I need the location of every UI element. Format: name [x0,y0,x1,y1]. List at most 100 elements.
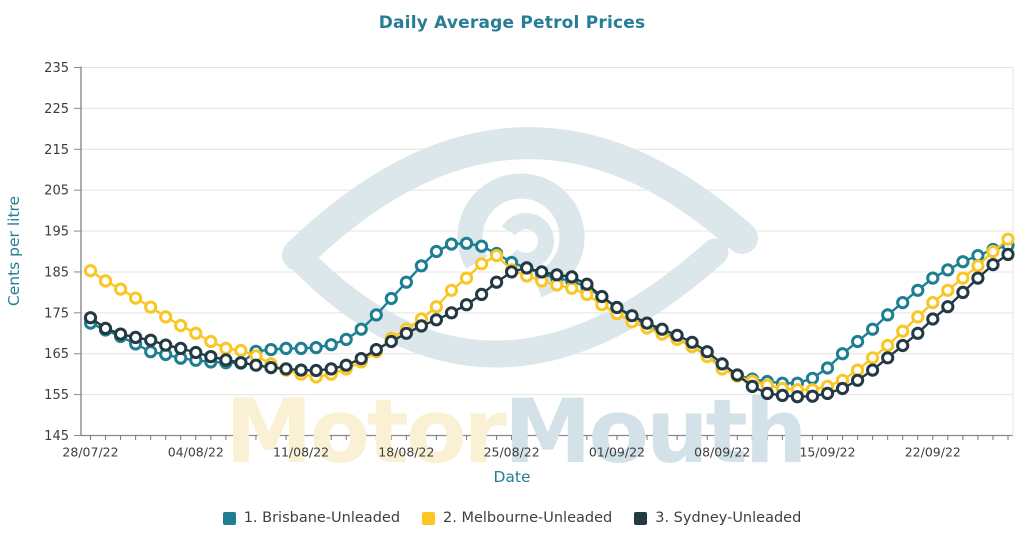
svg-text:235: 235 [44,61,69,76]
data-point [835,347,850,361]
data-point [926,312,940,326]
data-point [83,311,98,325]
data-point [520,261,534,275]
data-point [655,322,669,336]
svg-text:04/08/22: 04/08/22 [168,445,224,460]
data-point [790,390,805,404]
data-point [986,244,1000,259]
data-point [971,249,985,263]
y-tick-labels: 145 155 165 175 185 195 205 215 225 235 [44,61,69,444]
motormouth-watermark: MotorMouth [225,127,807,483]
svg-text:145: 145 [44,429,69,444]
svg-text:175: 175 [44,306,69,321]
data-point [399,275,413,289]
data-point [309,363,323,378]
data-point [174,341,188,355]
data-point [820,386,835,400]
data-point [896,338,910,353]
data-point [475,239,489,253]
data-point [550,278,564,292]
data-point [114,327,128,341]
brisbane-swatch-icon [222,511,236,525]
svg-text:08/09/22: 08/09/22 [694,445,750,460]
data-point [851,334,865,349]
data-point [189,345,203,360]
data-point [565,270,579,284]
data-point [459,271,474,285]
data-point [444,306,459,320]
data-point [866,363,880,377]
legend-item-brisbane[interactable]: 1. Brisbane-Unleaded [222,510,400,526]
watermark-mouth: Mouth [504,380,804,483]
x-tick-labels: 28/07/22 04/08/22 11/08/22 18/08/22 25/08/22… [62,445,960,460]
data-point [926,296,940,310]
data-point [354,322,368,336]
data-point [429,300,443,314]
series-3 [83,247,1015,404]
data-point [219,353,233,367]
data-point [189,326,203,340]
svg-text:195: 195 [44,225,69,240]
data-point [204,350,218,364]
svg-text:11/08/22: 11/08/22 [273,445,329,460]
data-point [550,268,564,282]
data-point [83,264,98,278]
data-point [1001,232,1015,246]
data-point [941,263,955,277]
data-point [429,244,443,259]
legend-item-melbourne[interactable]: 2. Melbourne-Unleaded [422,510,612,526]
x-axis-title: Date [493,468,531,486]
data-point [475,287,489,301]
data-point [324,338,338,352]
data-point [625,309,639,323]
data-point [670,328,684,342]
data-point [384,334,398,349]
svg-text:215: 215 [44,143,69,158]
data-point [234,356,248,370]
sydney-swatch-icon [634,511,648,525]
svg-text:01/09/22: 01/09/22 [589,445,645,460]
data-point [911,283,925,297]
data-point [444,283,459,297]
data-point [475,257,489,271]
svg-text:225: 225 [44,102,69,117]
data-point [941,300,955,314]
data-point [324,362,338,376]
data-point [354,352,368,366]
watermark-motor: Motor [225,380,508,483]
data-point [1001,247,1015,261]
data-point [234,343,248,358]
data-point [745,379,759,393]
data-point [881,308,895,322]
data-point [881,338,895,353]
data-point [129,291,143,305]
data-point [339,358,353,372]
data-point [941,283,955,297]
data-point [174,318,188,333]
data-point [580,277,594,291]
data-point [805,389,820,403]
data-point [369,308,383,322]
data-point [98,321,113,335]
data-point [700,345,714,359]
data-point [971,259,985,273]
data-point [851,363,865,377]
legend-item-sydney[interactable]: 3. Sydney-Unleaded [634,510,801,526]
data-point [264,361,278,375]
data-point [114,282,128,296]
svg-text:25/08/22: 25/08/22 [484,445,540,460]
legend: 1. Brisbane-Unleaded 2. Melbourne-Unlead… [0,510,1024,526]
data-point [339,332,353,346]
svg-text:205: 205 [44,184,69,199]
data-point [414,259,428,273]
svg-text:15/09/22: 15/09/22 [799,445,855,460]
data-point [986,258,1000,272]
data-point [399,326,413,340]
data-point [98,274,113,288]
data-point [805,371,820,385]
data-point [866,322,880,336]
data-point [866,351,880,365]
data-point [414,319,428,333]
